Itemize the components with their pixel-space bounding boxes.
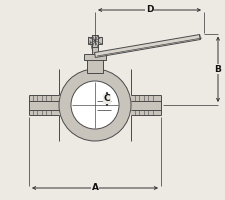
Bar [130, 95, 160, 115]
Bar [84, 54, 106, 60]
Bar [92, 35, 98, 47]
Text: B: B [214, 65, 220, 74]
Bar [88, 37, 101, 44]
Polygon shape [94, 35, 200, 57]
Bar [29, 95, 59, 115]
Circle shape [59, 69, 130, 141]
Bar [87, 59, 103, 73]
Text: C: C [103, 94, 110, 103]
Bar [92, 44, 98, 54]
Text: A: A [91, 184, 98, 192]
Circle shape [71, 81, 119, 129]
Text: D: D [145, 5, 153, 15]
